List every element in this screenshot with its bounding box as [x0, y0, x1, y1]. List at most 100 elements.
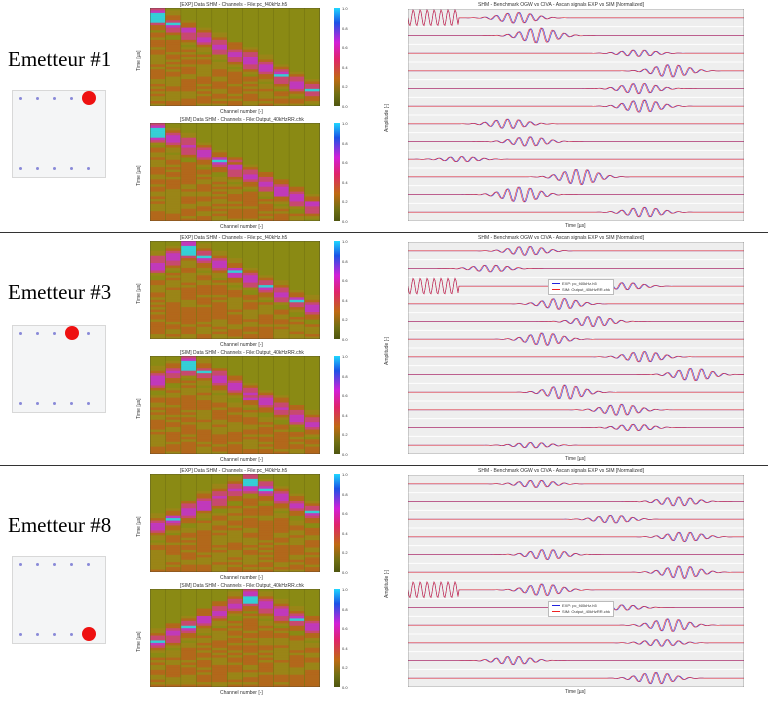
- colorbar-tick: 0.8: [342, 491, 348, 497]
- heatmap-xlabel: Channel number [-]: [220, 690, 263, 696]
- colorbar-tick: 0.4: [342, 412, 348, 418]
- legend-entry-exp: EXP: pc_f40kHz.h5: [552, 281, 610, 287]
- exp-heatmap: [150, 241, 320, 339]
- heatmap-ylabel: Time [µs]: [136, 165, 142, 186]
- receiver-dot: [36, 563, 39, 566]
- heatmap-xlabel: Channel number [-]: [220, 457, 263, 463]
- legend-entry-sim: SIM: Output_40kHzRR.chk: [552, 609, 610, 615]
- colorbar: [334, 589, 340, 687]
- receiver-dot: [19, 167, 22, 170]
- colorbar: [334, 241, 340, 339]
- receiver-dot: [36, 167, 39, 170]
- colorbar-tick: 1.0: [342, 472, 348, 477]
- legend-label-exp: EXP: pc_f40kHz.h5: [562, 603, 597, 608]
- colorbar-tick: 0.6: [342, 626, 348, 632]
- heatmap-xlabel: Channel number [-]: [220, 109, 263, 115]
- receiver-dot: [19, 97, 22, 100]
- colorbar-tick: 1.0: [342, 239, 348, 244]
- receiver-dot: [53, 563, 56, 566]
- sim-heatmap: [150, 123, 320, 221]
- receiver-dot: [53, 167, 56, 170]
- colorbar-tick: 0.0: [342, 104, 348, 109]
- colorbar-tick: 0.6: [342, 511, 348, 517]
- colorbar-tick: 1.0: [342, 587, 348, 592]
- legend-swatch-sim: [552, 289, 560, 291]
- ascan-plot: [408, 475, 744, 687]
- ascan-title: SHM - Benchmark OGW vs CIVA - Ascan sign…: [478, 468, 644, 474]
- heatmap-title: [SIM] Data SHM - Channels - File:Output_…: [180, 583, 304, 589]
- colorbar-tick: 0.0: [342, 685, 348, 690]
- emitter-label: Emetteur #8: [8, 513, 112, 537]
- ascan-legend: EXP: pc_f40kHz.h5 SIM: Output_40kHzRR.chk: [548, 601, 615, 617]
- legend-label-sim: SIM: Output_40kHzRR.chk: [562, 609, 611, 614]
- heatmap-xlabel: Channel number [-]: [220, 224, 263, 230]
- ascan-ylabel: Amplitude [-]: [384, 336, 390, 365]
- colorbar-tick: 0.8: [342, 25, 348, 31]
- colorbar-tick: 0.2: [342, 317, 348, 323]
- colorbar-tick: 0.8: [342, 373, 348, 379]
- heatmap-ylabel: Time [µs]: [136, 516, 142, 537]
- receiver-dot: [19, 563, 22, 566]
- heatmap-xlabel: Channel number [-]: [220, 575, 263, 581]
- heatmap-ylabel: Time [µs]: [136, 398, 142, 419]
- receiver-dot: [70, 167, 73, 170]
- receiver-dot: [36, 402, 39, 405]
- ascan-plot: [408, 242, 744, 454]
- emitter-marker: [82, 627, 96, 641]
- legend-label-exp: EXP: pc_f40kHz.h5: [562, 281, 597, 286]
- colorbar-tick: 0.4: [342, 179, 348, 185]
- exp-heatmap: [150, 474, 320, 572]
- receiver-dot: [36, 633, 39, 636]
- receiver-dot: [70, 633, 73, 636]
- receiver-dot: [53, 97, 56, 100]
- row-separator: [0, 232, 768, 233]
- colorbar-tick: 0.6: [342, 393, 348, 399]
- receiver-dot: [87, 402, 90, 405]
- ascan-xlabel: Time [µs]: [565, 223, 586, 229]
- receiver-dot: [19, 402, 22, 405]
- receiver-dot: [36, 97, 39, 100]
- emitter-marker: [82, 91, 96, 105]
- receiver-dot: [53, 332, 56, 335]
- exp-heatmap: [150, 8, 320, 106]
- heatmap-xlabel: Channel number [-]: [220, 342, 263, 348]
- plate-schematic: [12, 90, 106, 178]
- colorbar-tick: 1.0: [342, 354, 348, 359]
- ascan-plot: [408, 9, 744, 221]
- heatmap-title: [EXP] Data SHM - Channels - File:pc_f40k…: [180, 235, 288, 241]
- receiver-dot: [87, 563, 90, 566]
- emitter-marker: [65, 326, 79, 340]
- colorbar-tick: 0.2: [342, 665, 348, 671]
- receiver-dot: [70, 563, 73, 566]
- colorbar-tick: 0.2: [342, 199, 348, 205]
- sim-heatmap: [150, 589, 320, 687]
- colorbar-tick: 0.4: [342, 297, 348, 303]
- ascan-xlabel: Time [µs]: [565, 689, 586, 695]
- colorbar-tick: 0.6: [342, 45, 348, 51]
- colorbar-tick: 0.0: [342, 570, 348, 575]
- legend-entry-exp: EXP: pc_f40kHz.h5: [552, 603, 610, 609]
- colorbar-tick: 0.8: [342, 258, 348, 264]
- ascan-ylabel: Amplitude [-]: [384, 569, 390, 598]
- ascan-title: SHM - Benchmark OGW vs CIVA - Ascan sign…: [478, 2, 644, 8]
- heatmap-ylabel: Time [µs]: [136, 283, 142, 304]
- colorbar-tick: 0.4: [342, 645, 348, 651]
- legend-entry-sim: SIM: Output_40kHzRR.chk: [552, 287, 610, 293]
- colorbar-tick: 0.4: [342, 530, 348, 536]
- emitter-row: Emetteur #8 [EXP] Data SHM - Channels - F…: [0, 468, 768, 700]
- receiver-dot: [36, 332, 39, 335]
- colorbar-tick: 0.6: [342, 278, 348, 284]
- heatmap-ylabel: Time [µs]: [136, 631, 142, 652]
- ascan-xlabel: Time [µs]: [565, 456, 586, 462]
- colorbar-tick: 0.4: [342, 64, 348, 70]
- receiver-dot: [87, 332, 90, 335]
- colorbar-tick: 0.6: [342, 160, 348, 166]
- colorbar-tick: 0.8: [342, 140, 348, 146]
- ascan-title: SHM - Benchmark OGW vs CIVA - Ascan sign…: [478, 235, 644, 241]
- plate-schematic: [12, 556, 106, 644]
- colorbar-tick: 0.2: [342, 432, 348, 438]
- receiver-dot: [70, 402, 73, 405]
- heatmap-title: [EXP] Data SHM - Channels - File:pc_f40k…: [180, 468, 288, 474]
- colorbar: [334, 356, 340, 454]
- colorbar-tick: 1.0: [342, 121, 348, 126]
